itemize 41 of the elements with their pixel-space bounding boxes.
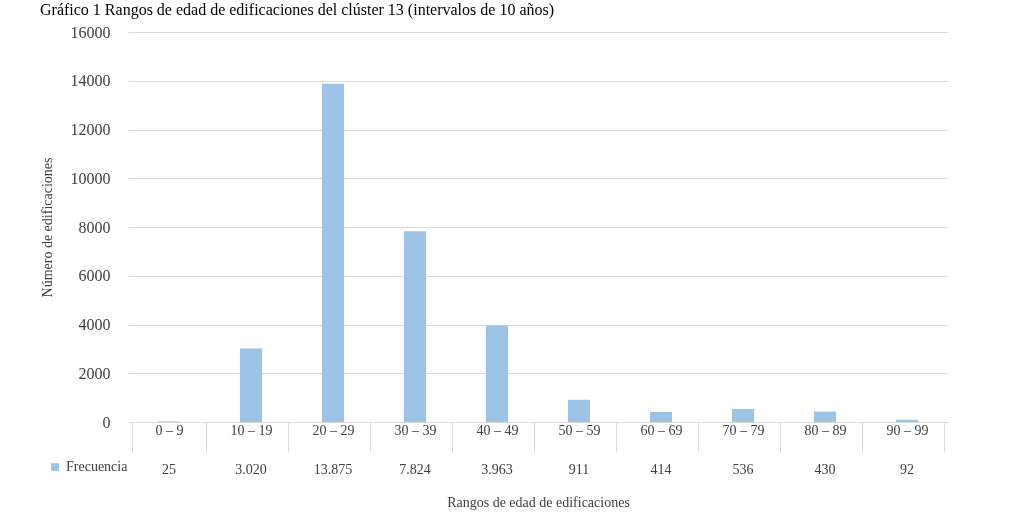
x-axis-title: Rangos de edad de edificaciones [447,494,630,510]
y-tick-label: 16000 [70,23,111,41]
bar [813,411,837,422]
bar [485,325,509,422]
data-label: 414 [650,462,672,477]
data-label: 92 [900,462,914,477]
data-label: 13.875 [313,462,353,477]
data-label: 7.824 [399,462,431,477]
x-tick-label: 0 – 9 [155,422,184,438]
y-tick-label: 4000 [78,316,111,333]
bar [567,399,591,422]
x-tick-label: 70 – 79 [722,422,765,438]
data-label: 911 [568,462,590,477]
y-tick-label: 10000 [70,169,111,187]
y-tick-label: 2000 [78,364,111,382]
data-label: 25 [162,462,176,477]
data-label: 3.020 [235,462,267,477]
y-tick-label: 14000 [70,72,111,90]
legend-label: Frecuencia [66,459,129,474]
data-label: 430 [814,462,836,477]
x-tick-label: 30 – 39 [394,422,437,438]
bar [731,408,755,422]
x-tick-label: 50 – 59 [558,422,601,438]
y-tick-label: 6000 [78,267,111,285]
y-tick-label: 8000 [78,218,111,236]
data-label: 536 [732,462,754,477]
y-tick-label: 0 [102,413,111,431]
bar [649,411,673,422]
bar [239,348,263,422]
x-tick-label: 20 – 29 [312,422,355,438]
bar [321,83,345,422]
x-tick-label: 60 – 69 [640,422,683,438]
x-tick-label: 90 – 99 [886,422,929,438]
y-axis-title: Número de edificaciones [39,157,55,298]
y-tick-label: 12000 [70,121,111,138]
x-tick-label: 10 – 19 [230,422,273,438]
bar [403,231,427,422]
chart-title: Gráfico 1 Rangos de edad de edificaciones del clúster 13 (intervalos de 10 años) [40,1,555,19]
x-tick-label: 40 – 49 [476,422,519,438]
x-tick-label: 80 – 89 [804,422,847,438]
data-label: 3.963 [481,462,513,477]
